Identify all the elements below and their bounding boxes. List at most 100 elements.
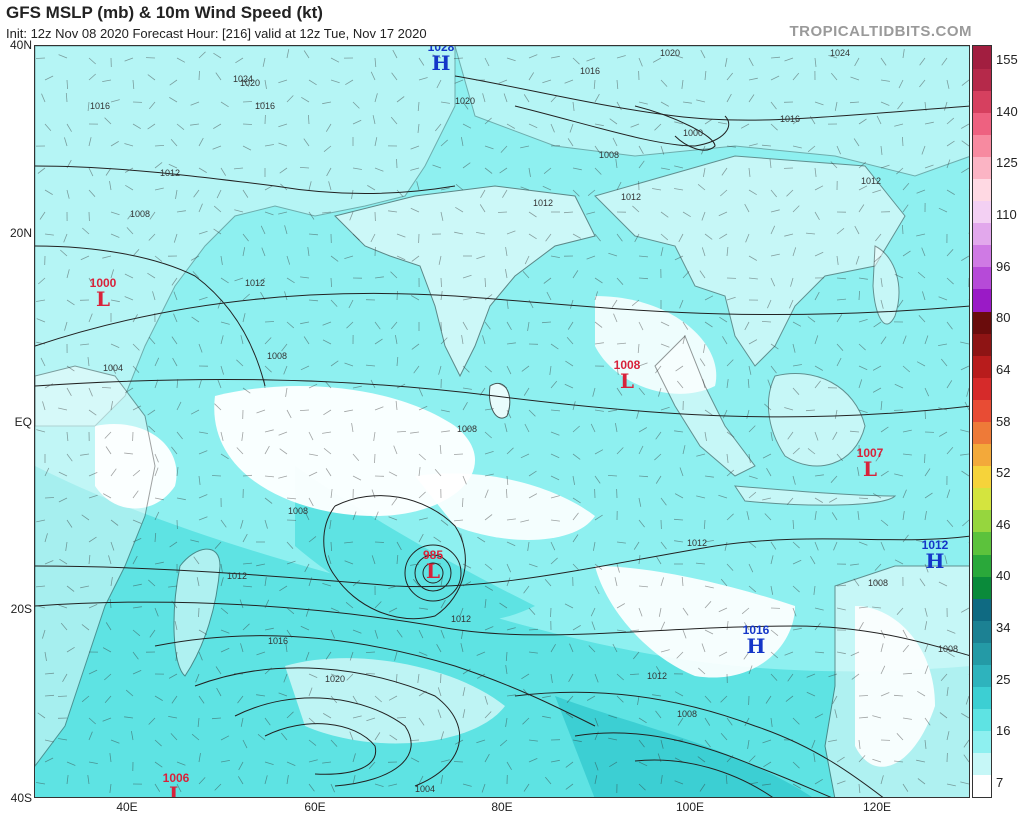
wind-barb — [326, 167, 332, 177]
wind-barb — [858, 755, 866, 763]
wind-barb — [212, 145, 222, 150]
wind-barb — [594, 761, 599, 771]
colorbar-tick: 140 — [996, 104, 1018, 119]
wind-barb — [897, 299, 904, 308]
wind-barb — [440, 673, 442, 684]
wind-barb — [88, 73, 96, 81]
colorbar-segment — [973, 620, 991, 643]
wind-barb — [365, 673, 376, 675]
wind-barb — [572, 739, 582, 743]
wind-barb — [528, 409, 536, 417]
wind-barb — [374, 601, 382, 609]
wind-barb — [418, 607, 428, 610]
wind-barb — [220, 101, 229, 108]
wind-barb — [726, 93, 732, 103]
wind-barb — [726, 72, 734, 81]
wind-barb — [196, 577, 200, 587]
wind-barb — [390, 271, 398, 279]
wind-barb — [264, 185, 274, 191]
wind-barb — [880, 277, 883, 287]
wind-barb — [82, 227, 90, 235]
wind-barb — [594, 585, 600, 595]
wind-barb — [963, 754, 969, 763]
wind-barb — [462, 581, 472, 587]
wind-barb — [747, 739, 750, 749]
wind-barb — [814, 335, 819, 345]
wind-barb — [484, 753, 490, 763]
wind-barb — [849, 430, 860, 433]
colorbar-segment — [973, 200, 991, 224]
wind-barb — [330, 541, 332, 552]
wind-barb — [660, 739, 664, 749]
wind-barb — [855, 255, 860, 265]
wind-barb — [503, 93, 508, 103]
wind-barb — [66, 189, 70, 199]
wind-barb — [190, 123, 200, 126]
wind-barb — [572, 57, 580, 65]
wind-barb — [924, 492, 933, 499]
wind-barb — [148, 579, 156, 587]
wind-barb — [679, 299, 684, 309]
wind-barb — [417, 673, 420, 683]
wind-barb — [110, 577, 113, 587]
wind-barb — [374, 321, 381, 330]
wind-barb — [242, 293, 250, 301]
wind-barb — [938, 581, 948, 587]
wind-barb — [523, 387, 530, 396]
wind-barb — [522, 717, 530, 725]
wind-barb — [682, 271, 690, 279]
wind-barb — [307, 247, 310, 257]
wind-barb — [40, 357, 46, 367]
wind-barb — [660, 775, 663, 785]
wind-barb — [679, 467, 684, 477]
wind-barb — [636, 409, 640, 419]
wind-barb — [572, 101, 575, 111]
wind-barb — [352, 775, 356, 785]
wind-barb — [880, 164, 890, 169]
wind-barb — [587, 695, 596, 701]
wind-barb — [418, 405, 428, 411]
wind-barb — [850, 651, 860, 657]
wind-barb — [748, 453, 751, 463]
wind-barb — [544, 578, 552, 587]
isobar-label: 1008 — [938, 644, 959, 654]
wind-barb — [220, 277, 229, 284]
low-pressure-center: 1007 L — [856, 446, 884, 481]
wind-barb — [484, 626, 494, 631]
wind-barb — [506, 563, 512, 573]
wind-barb — [968, 100, 969, 102]
wind-barb — [770, 225, 776, 235]
wind-barb — [814, 365, 823, 371]
wind-barb — [880, 426, 889, 433]
wind-barb — [418, 57, 425, 66]
colorbar-segment — [973, 730, 991, 754]
wind-barb — [632, 205, 640, 213]
wind-barb — [616, 181, 622, 191]
wind-barb — [748, 189, 757, 196]
wind-barb — [682, 445, 686, 455]
wind-barb — [961, 255, 969, 261]
wind-barb — [902, 644, 910, 653]
wind-barb — [699, 358, 706, 367]
wind-barb — [902, 534, 909, 543]
wind-barb — [242, 313, 246, 323]
colorbar-segment — [973, 509, 991, 533]
wind-barb — [388, 607, 398, 613]
wind-barb — [898, 79, 904, 89]
lat-label: 40N — [9, 38, 32, 52]
wind-barb — [462, 365, 470, 373]
wind-barb — [440, 139, 448, 147]
wind-barb — [946, 731, 950, 741]
wind-barb — [633, 541, 640, 550]
wind-barb — [660, 497, 667, 506]
wind-barb — [440, 599, 446, 609]
wind-barb — [873, 321, 882, 328]
wind-barb — [168, 716, 178, 719]
wind-barb — [836, 607, 846, 611]
wind-barb — [638, 57, 643, 67]
wind-barb — [696, 453, 706, 457]
wind-barb — [792, 205, 800, 213]
wind-barb — [330, 79, 340, 84]
wind-barb — [748, 563, 754, 573]
wind-barb — [216, 189, 222, 199]
